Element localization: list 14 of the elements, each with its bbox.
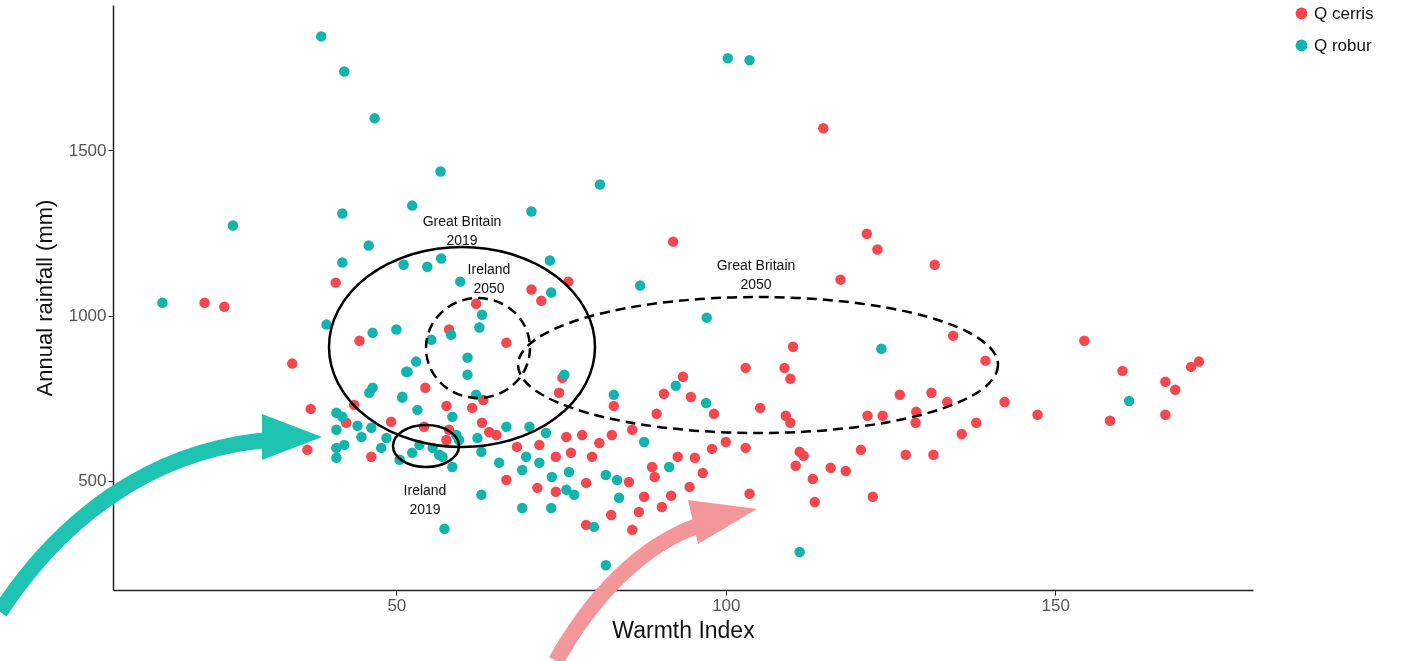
x-tick-label: 150 (1041, 595, 1070, 615)
annotation: Great Britain 2019 (422, 213, 502, 248)
legend-label: Q cerris (1314, 3, 1374, 23)
y-axis-title: Annual rainfall (mm) (31, 199, 57, 397)
annotation: Ireland 2050 (467, 261, 511, 296)
x-tick-label: 100 (712, 595, 741, 615)
annotation: Ireland 2019 (403, 482, 447, 517)
y-tick-label: 1000 (68, 306, 107, 326)
x-tick-label: 50 (387, 595, 407, 615)
legend-label: Q robur (1314, 35, 1372, 55)
y-tick-label: 1500 (68, 140, 107, 160)
annotation: Great Britain 2050 (716, 257, 796, 292)
x-axis-title: Warmth Index (612, 616, 756, 643)
y-tick-label: 500 (78, 471, 107, 491)
